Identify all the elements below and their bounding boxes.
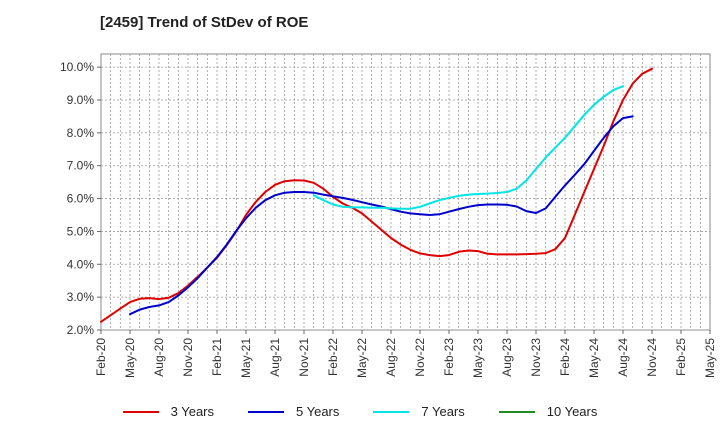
series-line-7-years [312, 85, 624, 210]
x-tick-label: Aug-23 [500, 338, 514, 377]
x-tick-label: Aug-24 [616, 338, 630, 377]
x-tick-label: Aug-22 [384, 338, 398, 377]
y-tick-label: 5.0% [67, 224, 95, 238]
x-tick-label: Nov-23 [529, 338, 543, 377]
y-tick-label: 9.0% [67, 93, 95, 107]
x-tick-label: Feb-22 [326, 338, 340, 376]
x-tick-label: Aug-20 [152, 338, 166, 377]
legend-item: 10 Years [498, 404, 598, 419]
y-tick-label: 6.0% [67, 192, 95, 206]
x-tick-label: Nov-24 [645, 338, 659, 377]
y-axis-ticks: 2.0% 3.0% 4.0% 5.0% 6.0% 7.0% 8.0% 9.0% 10.0% [60, 60, 101, 337]
x-tick-label: Feb-24 [558, 338, 572, 376]
x-tick-label: Feb-21 [210, 338, 224, 376]
y-tick-label: 8.0% [67, 126, 95, 140]
legend-item: 7 Years [373, 404, 465, 419]
legend-item: 3 Years [122, 404, 214, 419]
y-tick-label: 2.0% [67, 323, 95, 337]
x-axis-ticks: Feb-20 May-20 Aug-20 Nov-20 Feb-21 May-21 Aug-… [94, 330, 717, 378]
y-tick-label: 4.0% [67, 257, 95, 271]
x-tick-label: Feb-25 [674, 338, 688, 376]
x-tick-label: May-22 [355, 338, 369, 378]
x-tick-label: May-20 [123, 338, 137, 378]
legend-swatch [248, 410, 284, 413]
y-tick-label: 10.0% [60, 60, 94, 74]
series-line-3-years [100, 67, 653, 323]
legend-label: 7 Years [421, 404, 465, 419]
x-tick-label: May-25 [703, 338, 717, 378]
legend-swatch [122, 410, 159, 413]
x-tick-label: May-23 [471, 338, 485, 378]
x-tick-label: Feb-23 [442, 338, 456, 376]
x-tick-label: May-21 [239, 338, 253, 378]
x-tick-label: Nov-21 [297, 338, 311, 377]
x-tick-label: Aug-21 [268, 338, 282, 377]
x-tick-label: Nov-22 [413, 338, 427, 377]
legend-label: 5 Years [296, 404, 340, 419]
series-line-5-years [129, 115, 634, 316]
legend-swatch [498, 410, 535, 413]
legend-swatch [373, 410, 410, 413]
series-lines [100, 67, 653, 323]
x-tick-label: May-24 [587, 338, 601, 378]
y-tick-label: 7.0% [67, 159, 95, 173]
plot-area [100, 53, 711, 331]
y-tick-label: 3.0% [67, 290, 95, 304]
x-tick-label: Feb-20 [94, 338, 108, 376]
legend-label: 3 Years [170, 404, 214, 419]
chart-title: [2459] Trend of StDev of ROE [100, 14, 309, 31]
x-tick-label: Nov-20 [181, 338, 195, 377]
legend-item: 5 Years [248, 404, 339, 419]
legend: 3 Years 5 Years 7 Years 10 Years [0, 404, 720, 419]
grid-lines [101, 54, 710, 331]
legend-label: 10 Years [546, 404, 598, 419]
